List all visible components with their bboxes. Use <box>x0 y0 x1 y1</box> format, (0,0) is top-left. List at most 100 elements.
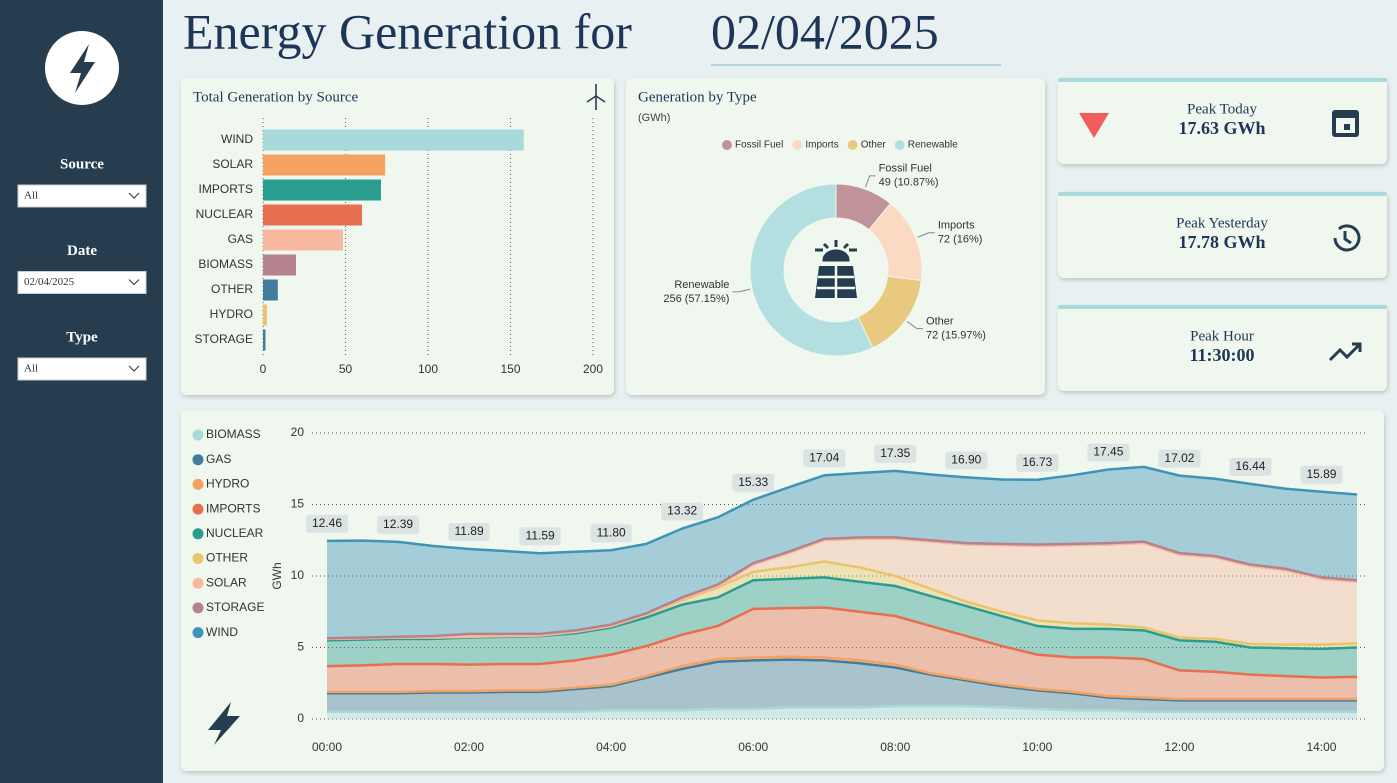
legend-label[interactable]: OTHER <box>206 551 248 565</box>
legend-label[interactable]: NUCLEAR <box>206 526 264 540</box>
legend-dot <box>192 577 204 589</box>
filter-select[interactable] <box>17 271 147 294</box>
total-label-bg <box>874 444 917 463</box>
donut-card <box>626 78 1045 395</box>
legend-label[interactable]: GAS <box>206 452 231 466</box>
total-label-bg <box>803 449 846 468</box>
kpi-value: 17.63 GWh <box>1178 118 1265 138</box>
total-label-bg <box>1016 453 1059 472</box>
bar[interactable] <box>263 129 524 151</box>
legend-label: Renewable <box>908 140 958 151</box>
total-label: 11.59 <box>526 528 555 542</box>
filter-select[interactable] <box>17 184 147 208</box>
area-line <box>326 606 1358 679</box>
legend-label[interactable]: BIOMASS <box>206 427 261 441</box>
kpi-value: 11:30:00 <box>1190 345 1255 365</box>
legend-dot <box>894 140 905 150</box>
x-tick-label: 0 <box>260 362 267 376</box>
legend-label[interactable]: HYDRO <box>206 477 249 491</box>
total-label-bg <box>305 514 349 533</box>
kpi-label: Peak Hour <box>1190 328 1254 344</box>
bar[interactable] <box>263 329 266 351</box>
kpi-accent <box>1058 78 1387 82</box>
x-tick-label: 06:00 <box>738 740 768 754</box>
area-line <box>326 465 1358 555</box>
legend-dot <box>192 528 204 540</box>
filter-label: Date <box>67 243 97 259</box>
y-tick-label: OTHER <box>211 282 253 296</box>
legend-dot <box>192 478 204 490</box>
filter-label: Source <box>60 156 104 172</box>
kpi-card <box>1058 78 1387 164</box>
legend-dot <box>192 627 204 639</box>
panel-grid <box>817 266 855 298</box>
total-label: 17.04 <box>809 450 839 464</box>
total-label: 17.02 <box>1164 451 1194 465</box>
kpi-accent <box>1058 305 1387 309</box>
y-tick-label: 5 <box>297 640 304 654</box>
area-line <box>326 537 1358 641</box>
total-label: 11.89 <box>454 524 483 538</box>
y-tick-label: IMPORTS <box>199 182 253 196</box>
y-tick-label: WIND <box>221 132 253 146</box>
legend-dot <box>192 553 204 564</box>
title-date[interactable]: 02/04/2025 <box>711 3 939 59</box>
chevron <box>128 365 140 372</box>
x-tick-label: 08:00 <box>880 740 910 754</box>
legend-dot <box>847 140 858 150</box>
data-label-value: 49 (10.87%) <box>879 177 939 189</box>
x-tick-label: 04:00 <box>596 740 626 754</box>
area-line <box>326 536 1358 640</box>
x-tick-label: 10:00 <box>1022 740 1052 754</box>
page-title: Energy Generation for <box>183 3 632 59</box>
total-label-bg <box>1229 457 1272 476</box>
legend-label[interactable]: SOLAR <box>206 575 247 589</box>
bar[interactable] <box>263 179 381 201</box>
leader-line <box>865 175 876 188</box>
total-label: 15.89 <box>1306 467 1336 481</box>
legend-label[interactable]: STORAGE <box>206 600 264 614</box>
filter-select[interactable] <box>17 357 147 381</box>
donut-slice[interactable] <box>749 183 874 357</box>
legend-label[interactable]: WIND <box>206 625 238 639</box>
total-label-bg <box>661 502 704 521</box>
y-tick-label: NUCLEAR <box>196 207 254 221</box>
x-tick-label: 00:00 <box>312 740 342 754</box>
y-tick-label: 20 <box>291 425 305 439</box>
kpi-card <box>1058 192 1387 278</box>
bar[interactable] <box>263 154 386 176</box>
total-label: 16.44 <box>1235 459 1265 473</box>
sidebar <box>0 0 163 783</box>
bar[interactable] <box>263 229 344 251</box>
y-tick-label: 15 <box>291 497 305 511</box>
logo-icon <box>70 44 95 93</box>
total-label-bg <box>377 515 420 534</box>
kpi-card <box>1058 305 1387 391</box>
total-label: 17.45 <box>1093 445 1123 459</box>
total-label-bg <box>1300 465 1343 484</box>
kpi-value: 17.78 GWh <box>1178 232 1265 252</box>
filters: Source All Date 02/04/2025 Type All <box>17 156 147 381</box>
chart-title: Total Generation by Source <box>193 89 358 105</box>
bar[interactable] <box>263 204 362 226</box>
x-tick-label: 200 <box>583 362 603 376</box>
data-label-value: 72 (16%) <box>938 234 983 246</box>
chevron <box>128 192 140 199</box>
total-label: 16.73 <box>1022 455 1052 469</box>
legend-label[interactable]: IMPORTS <box>206 501 260 515</box>
y-tick-label: HYDRO <box>210 307 253 321</box>
total-label: 16.90 <box>951 453 981 467</box>
area-fill <box>327 607 1357 699</box>
total-label-bg <box>519 527 561 546</box>
x-tick-label: 150 <box>500 362 520 376</box>
y-tick-label: STORAGE <box>195 332 253 346</box>
bar[interactable] <box>263 279 278 301</box>
area-fill <box>327 706 1357 719</box>
bar[interactable] <box>263 304 267 326</box>
bar[interactable] <box>263 254 296 276</box>
total-label-bg <box>732 473 775 492</box>
area-fill <box>327 561 1357 649</box>
filter-value: All <box>24 190 38 202</box>
data-label-name: Imports <box>938 220 975 232</box>
data-label-value: 256 (57.15%) <box>663 293 729 305</box>
